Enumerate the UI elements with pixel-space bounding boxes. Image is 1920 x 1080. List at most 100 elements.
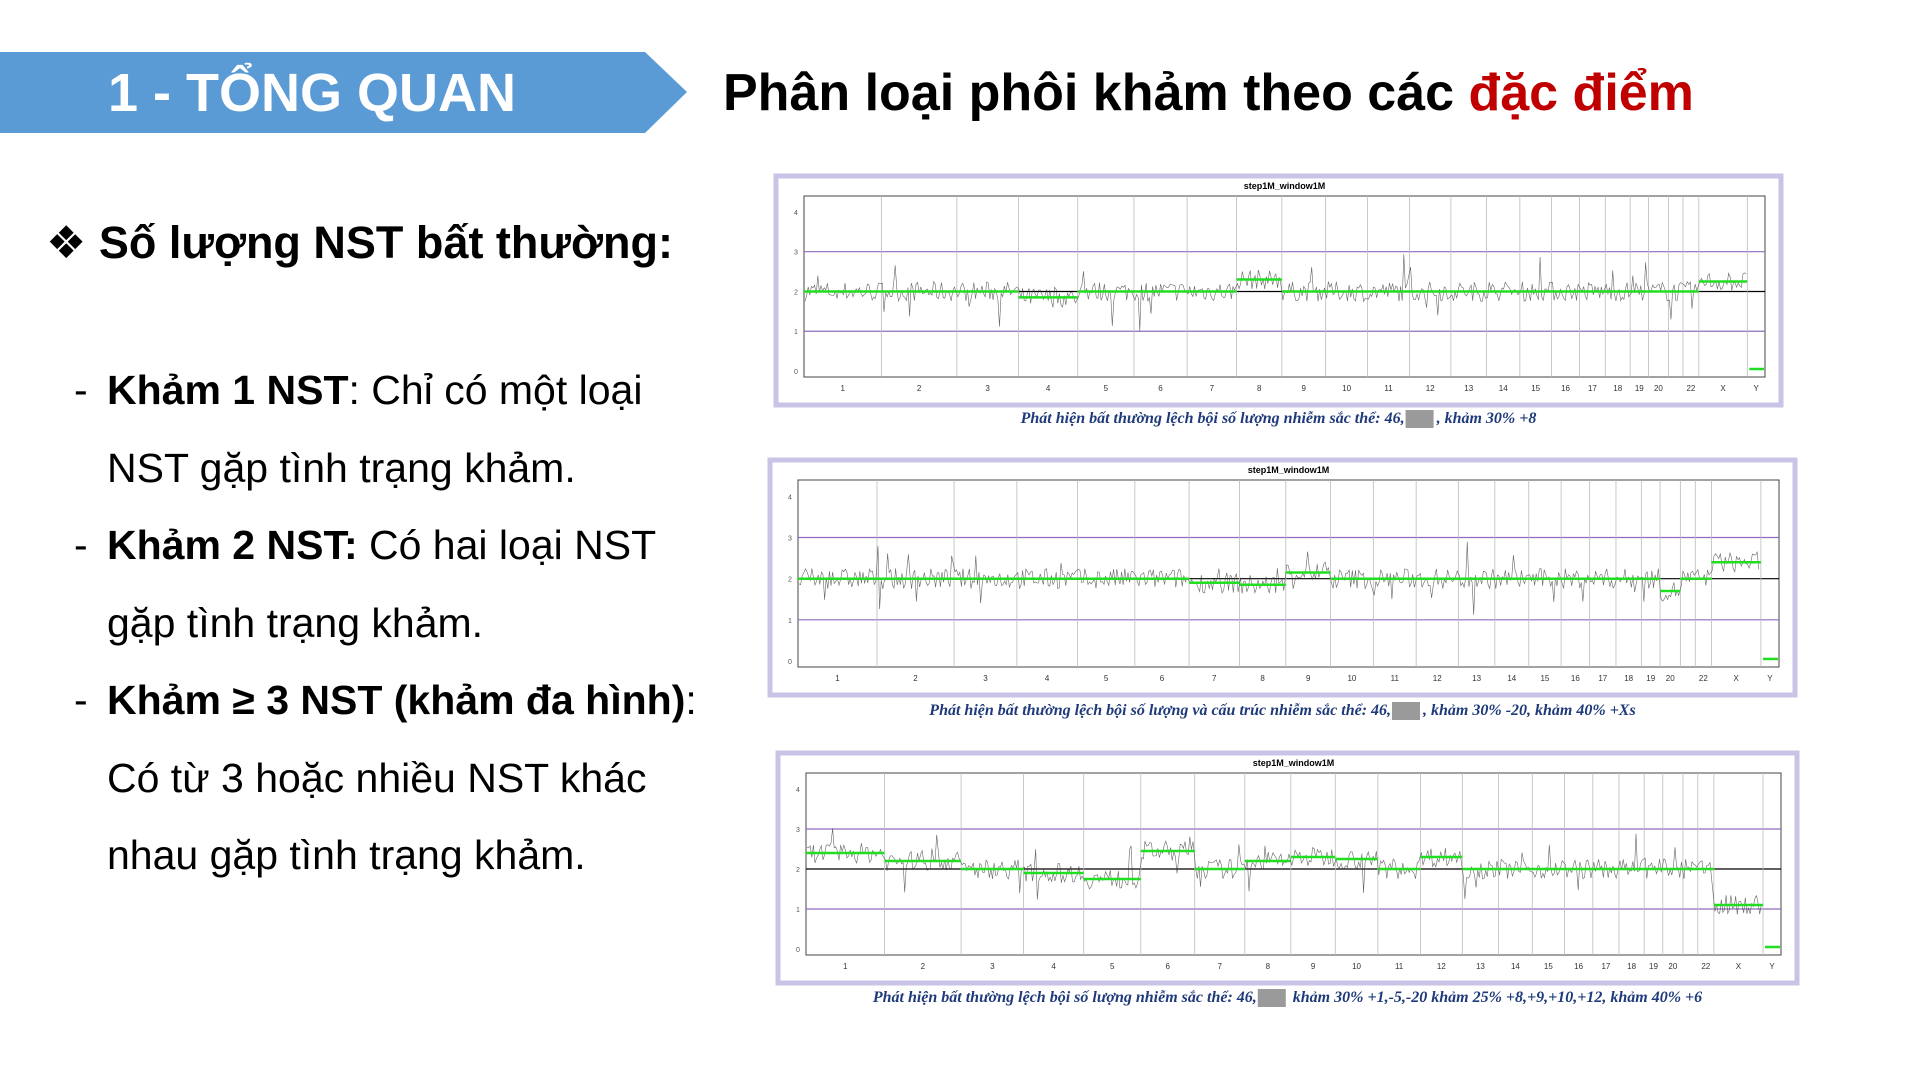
heading-text: Số lượng NST bất thường: <box>98 217 673 268</box>
x-tick-label: 15 <box>1531 384 1540 393</box>
x-tick-label: Y <box>1769 962 1775 971</box>
plot-area <box>803 195 1766 378</box>
x-tick-label: 16 <box>1561 384 1570 393</box>
redaction-box <box>1405 410 1434 428</box>
y-tick-label: 3 <box>794 250 798 257</box>
x-tick-label: 8 <box>1260 674 1265 683</box>
x-tick-label: 16 <box>1574 962 1583 971</box>
x-tick-label: 11 <box>1395 962 1404 971</box>
y-tick-label: 4 <box>796 787 800 794</box>
list-item: Khảm ≥ 3 NST (khảm đa hình): Có từ 3 hoặ… <box>72 662 732 895</box>
y-tick-label: 1 <box>796 907 800 914</box>
figure-caption: Phát hiện bất thường lệch bội số lượng v… <box>928 702 1635 719</box>
segment-level <box>806 849 1763 907</box>
x-tick-label: 19 <box>1646 674 1655 683</box>
caption-text: Phát hiện bất thường lệch bội số lượng n… <box>1020 410 1405 427</box>
y-tick-label: 3 <box>788 536 792 543</box>
x-tick-label: 15 <box>1544 962 1553 971</box>
x-tick-label: 14 <box>1511 962 1520 971</box>
x-tick-label: 4 <box>1045 674 1050 683</box>
plot-title: step1M_window1M <box>1244 181 1326 191</box>
x-tick-label: 14 <box>1499 384 1508 393</box>
x-tick-label: 17 <box>1601 962 1610 971</box>
x-tick-label: 16 <box>1571 674 1580 683</box>
x-tick-label: 9 <box>1311 962 1316 971</box>
item-text: Có hai loại NST gặp tình trạng khảm. <box>107 522 656 646</box>
title-highlight: đặc điểm <box>1468 64 1694 122</box>
x-tick-label: 1 <box>840 384 845 393</box>
item-list: Khảm 1 NST: Chỉ có một loại NST gặp tình… <box>72 352 732 895</box>
x-tick-label: 13 <box>1476 962 1485 971</box>
x-tick-label: 12 <box>1426 384 1435 393</box>
x-tick-label: 5 <box>1110 962 1115 971</box>
x-tick-label: 2 <box>921 962 926 971</box>
signal-trace <box>798 541 1760 615</box>
x-tick-label: 1 <box>835 674 840 683</box>
x-tick-label: 20 <box>1666 674 1675 683</box>
x-tick-label: 22 <box>1686 384 1695 393</box>
x-tick-label: 11 <box>1391 674 1400 683</box>
caption-suffix: , khảm 30% +8 <box>1436 410 1537 427</box>
bullet-heading: ❖ Số lượng NST bất thường: <box>46 216 673 269</box>
y-tick-label: 0 <box>796 947 800 954</box>
x-tick-label: 5 <box>1104 384 1109 393</box>
y-tick-label: 3 <box>796 827 800 834</box>
signal-trace <box>807 828 1762 915</box>
y-tick-label: 4 <box>794 210 798 217</box>
x-tick-label: 11 <box>1384 384 1393 393</box>
x-tick-label: 7 <box>1218 962 1223 971</box>
caption-suffix: , khảm 30% -20, khảm 40% +Xs <box>1422 702 1636 719</box>
x-tick-label: 10 <box>1347 674 1356 683</box>
x-tick-label: 5 <box>1104 674 1109 683</box>
x-tick-label: 10 <box>1352 962 1361 971</box>
plot-title: step1M_window1M <box>1248 465 1330 475</box>
y-tick-label: 1 <box>788 618 792 625</box>
x-tick-label: 8 <box>1266 962 1271 971</box>
plot-title: step1M_window1M <box>1253 758 1335 768</box>
x-tick-label: 12 <box>1437 962 1446 971</box>
x-tick-label: 9 <box>1306 674 1311 683</box>
bullet-icon: ❖ <box>46 217 99 268</box>
x-tick-label: 6 <box>1158 384 1163 393</box>
x-tick-label: 9 <box>1302 384 1307 393</box>
plot-area <box>797 479 1780 668</box>
x-tick-label: 14 <box>1507 674 1516 683</box>
x-tick-label: 18 <box>1613 384 1622 393</box>
redaction-box <box>1257 989 1286 1007</box>
x-tick-label: 3 <box>983 674 988 683</box>
list-item: Khảm 2 NST: Có hai loại NST gặp tình trạ… <box>72 507 732 662</box>
item-term: Khảm ≥ 3 NST (khảm đa hình) <box>107 677 686 723</box>
y-tick-label: 4 <box>788 494 792 501</box>
y-tick-label: 0 <box>794 369 798 376</box>
x-tick-label: 8 <box>1257 384 1262 393</box>
x-tick-label: 2 <box>913 674 918 683</box>
segment-level <box>798 560 1761 593</box>
y-tick-label: 2 <box>796 867 800 874</box>
figure-caption: Phát hiện bất thường lệch bội số lượng n… <box>872 989 1702 1006</box>
x-tick-label: X <box>1736 962 1742 971</box>
x-tick-label: Y <box>1767 674 1773 683</box>
x-tick-label: 22 <box>1701 962 1710 971</box>
x-tick-label: 7 <box>1212 674 1217 683</box>
x-tick-label: 17 <box>1588 384 1597 393</box>
y-tick-label: 2 <box>794 289 798 296</box>
redaction-box <box>1392 702 1421 720</box>
segment-level <box>804 278 1748 299</box>
section-banner <box>0 52 687 133</box>
x-tick-label: 18 <box>1624 674 1633 683</box>
x-tick-label: 13 <box>1464 384 1473 393</box>
x-tick-label: Y <box>1753 384 1759 393</box>
item-text: : Chỉ có một loại NST gặp tình trạng khả… <box>107 367 643 491</box>
item-text: : Có từ 3 hoặc nhiều NST khác nhau gặp t… <box>107 677 697 878</box>
x-tick-label: 6 <box>1165 962 1170 971</box>
x-tick-label: 13 <box>1472 674 1481 683</box>
title-text: Phân loại phôi khảm theo các <box>723 64 1469 122</box>
x-tick-label: 7 <box>1210 384 1215 393</box>
x-tick-label: 4 <box>1051 962 1056 971</box>
x-tick-label: 6 <box>1160 674 1165 683</box>
